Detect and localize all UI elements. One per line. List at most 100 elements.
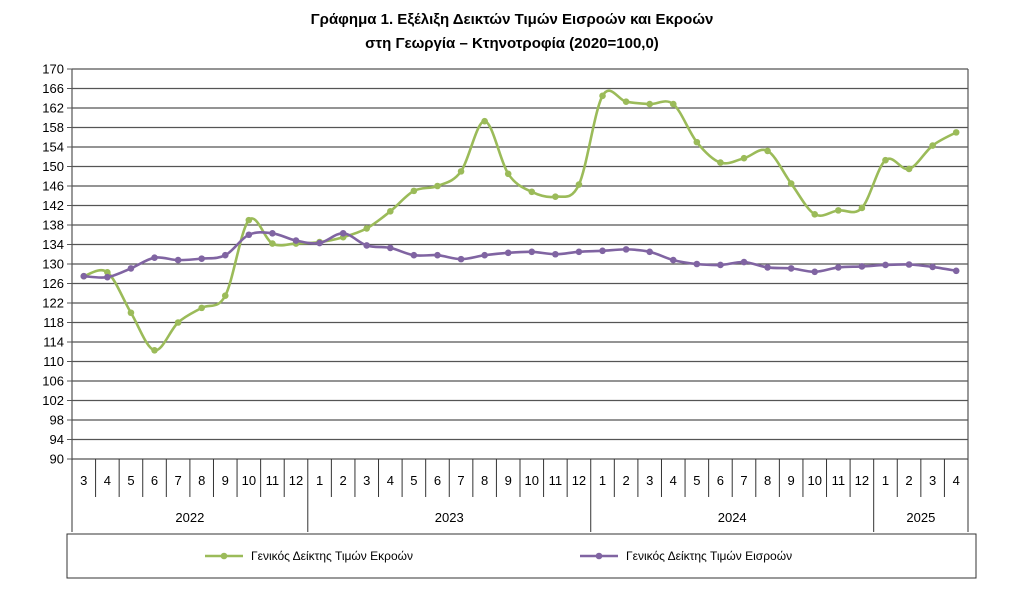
x-tick-label: 3 [646, 473, 653, 488]
y-tick-label: 162 [42, 101, 64, 116]
series-line [83, 89, 957, 352]
data-point [387, 208, 394, 215]
data-point [363, 242, 371, 249]
legend: Γενικός Δείκτης Τιμών Εκροών Γενικός Δείκ… [66, 533, 977, 579]
data-point [504, 170, 512, 178]
data-point [104, 268, 111, 276]
data-point [669, 256, 677, 264]
data-point [552, 250, 559, 258]
data-point [787, 265, 795, 272]
data-point [80, 272, 88, 280]
data-point [434, 182, 441, 190]
data-point [198, 304, 205, 312]
data-point [316, 239, 323, 247]
y-tick-label: 130 [42, 257, 64, 272]
data-point [363, 225, 371, 232]
y-tick-label: 158 [42, 120, 64, 135]
y-tick-label: 146 [42, 179, 64, 194]
data-point [929, 263, 936, 271]
x-tick-label: 8 [764, 473, 771, 488]
x-tick-label: 1 [316, 473, 323, 488]
legend-swatch-marker [595, 552, 603, 560]
x-tick-label: 2 [340, 473, 347, 488]
year-label: 2023 [435, 510, 464, 525]
chart-subtitle: στη Γεωργία – Κτηνοτροφία (2020=100,0) [365, 35, 659, 52]
data-point [434, 251, 441, 259]
x-tick-label: 4 [387, 473, 394, 488]
data-point [221, 251, 229, 259]
y-tick-label: 90 [50, 452, 64, 467]
x-tick-label: 2 [905, 473, 912, 488]
data-point [127, 265, 135, 272]
x-tick-label: 9 [505, 473, 512, 488]
y-tick-label: 150 [42, 159, 64, 174]
series-line [83, 230, 957, 279]
x-tick-label: 4 [104, 473, 111, 488]
data-point [622, 246, 630, 253]
data-point [174, 256, 182, 264]
data-point [387, 244, 394, 252]
data-point [104, 273, 111, 281]
data-point [858, 204, 866, 212]
x-tick-label: 10 [525, 473, 539, 488]
series-2 [80, 229, 960, 281]
x-tick-label: 9 [222, 473, 229, 488]
chart-title: Γράφημα 1. Εξέλιξη Δεικτών Τιμών Εισροών… [310, 11, 714, 28]
data-point [221, 292, 229, 299]
data-point [151, 254, 158, 261]
x-tick-label: 6 [151, 473, 158, 488]
data-point [339, 229, 347, 237]
data-point [882, 156, 889, 164]
y-tick-label: 102 [42, 393, 64, 408]
data-point [905, 261, 913, 268]
x-tick-label: 10 [808, 473, 822, 488]
x-tick-label: 7 [740, 473, 747, 488]
data-point [764, 147, 771, 155]
x-tick-label: 12 [855, 473, 869, 488]
data-point [575, 248, 583, 256]
y-axis-ticks: 170 166 162 158 154 150 146 142 138 134 130 126 122 1… [42, 62, 64, 467]
data-point [151, 346, 158, 354]
data-point [575, 181, 583, 188]
y-tick-label: 170 [42, 62, 64, 77]
data-point [410, 187, 418, 195]
legend-item-1: Γενικός Δείκτης Τιμών Εκροών [205, 549, 413, 563]
y-tick-label: 134 [42, 237, 64, 252]
data-point [693, 260, 701, 268]
data-point [245, 216, 253, 224]
y-tick-label: 138 [42, 218, 64, 233]
data-point [811, 210, 819, 218]
data-point [198, 255, 205, 262]
x-tick-label: 7 [174, 473, 181, 488]
data-point [858, 263, 866, 270]
y-tick-label: 98 [50, 413, 64, 428]
y-tick-label: 118 [43, 315, 64, 330]
data-point [481, 251, 488, 259]
legend-item-2: Γενικός Δείκτης Τιμών Εισροών [580, 549, 792, 563]
data-point [599, 247, 606, 255]
data-point [127, 309, 135, 317]
data-point [882, 261, 889, 269]
data-point [669, 100, 677, 108]
x-tick-label: 9 [788, 473, 795, 488]
y-tick-label: 110 [43, 354, 64, 369]
data-point [245, 231, 253, 239]
y-tick-label: 114 [43, 335, 64, 350]
y-tick-label: 122 [42, 296, 64, 311]
x-tick-label: 5 [127, 473, 134, 488]
x-axis-category-table: 3 4 5 6 7 8 9 10 11 12 1 2 3 4 5 6 7 8 9 10 11 12 1 2 3 4 5 6 7 8 9 10 1… [71, 459, 969, 532]
legend-swatch-marker [220, 552, 228, 560]
x-tick-label: 12 [572, 473, 586, 488]
x-tick-label: 8 [198, 473, 205, 488]
data-point [835, 207, 842, 214]
x-tick-label: 4 [953, 473, 960, 488]
data-point [905, 165, 913, 173]
y-tick-label: 126 [42, 276, 64, 291]
x-tick-label: 11 [549, 473, 563, 488]
x-tick-label: 5 [410, 473, 417, 488]
data-point [717, 261, 724, 269]
data-point [787, 180, 795, 187]
x-tick-label: 6 [717, 473, 724, 488]
x-tick-label: 10 [242, 473, 256, 488]
